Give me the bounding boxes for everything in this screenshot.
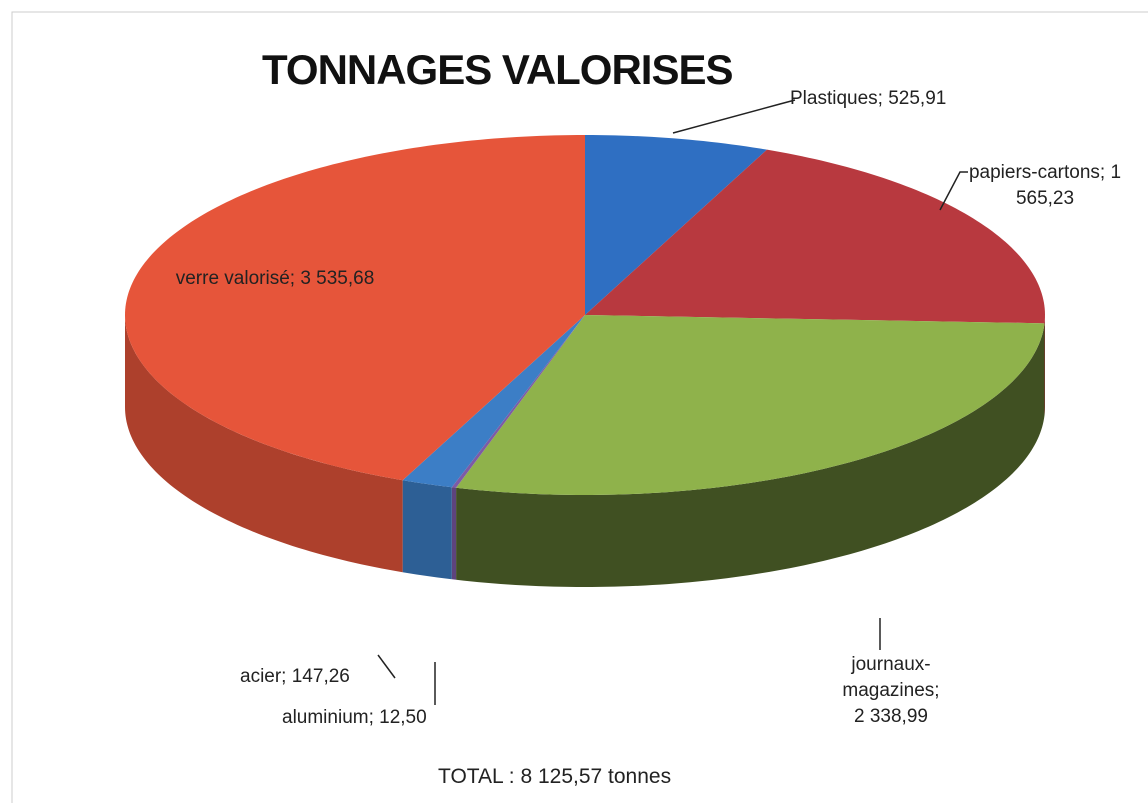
slice [456, 315, 1045, 495]
slice [125, 135, 585, 481]
leader-line [377, 654, 396, 679]
total-label: TOTAL : 8 125,57 tonnes [438, 765, 672, 788]
slice-side [451, 487, 457, 580]
data-label: aluminium; 12,50 [282, 707, 427, 728]
slice-side [402, 480, 452, 580]
slice-side [125, 315, 403, 573]
slice [451, 315, 585, 488]
data-label: papiers-cartons; 1 565,23 [968, 162, 1122, 209]
data-label: journaux-magazines; 2 338,99 [842, 654, 940, 727]
data-label: verre valorisé; 3 535,68 [175, 268, 375, 289]
leader-line [939, 171, 968, 211]
slice [585, 135, 767, 315]
leader-line [672, 99, 796, 134]
data-label: acier; 147,26 [240, 666, 350, 687]
slice [402, 315, 585, 488]
chart-title: TONNAGES VALORISES [262, 46, 734, 93]
slice [585, 149, 1045, 324]
data-label: Plastiques; 525,91 [790, 88, 947, 109]
slice-side [456, 323, 1045, 587]
frame [11, 11, 1148, 803]
